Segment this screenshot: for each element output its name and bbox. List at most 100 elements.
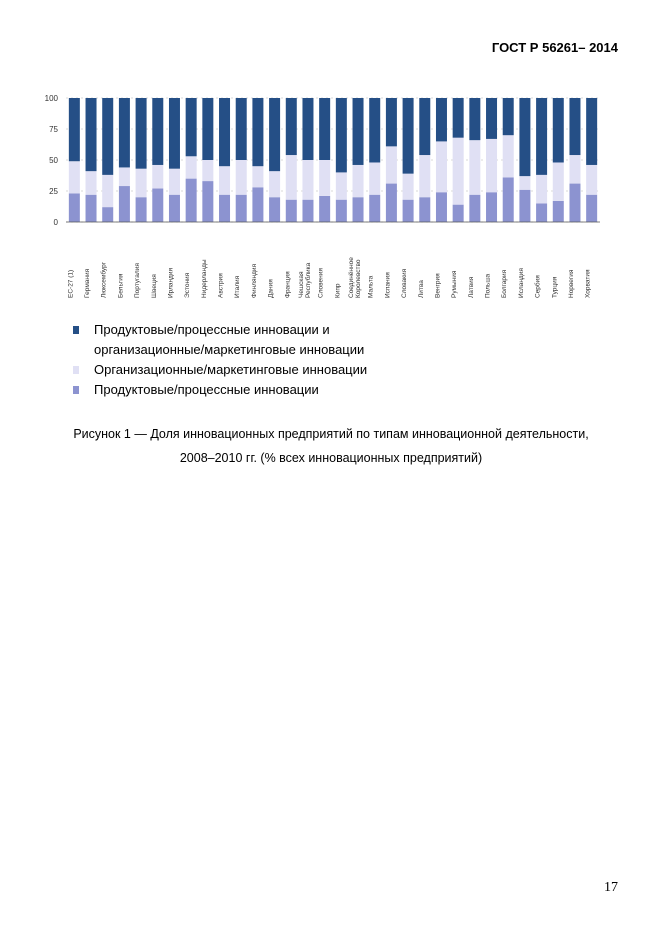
bar-segment	[502, 98, 514, 136]
bar-segment	[202, 181, 214, 222]
y-tick-label: 100	[45, 94, 59, 103]
bar-segment	[68, 193, 80, 222]
chart-legend: Продуктовые/процессные инновации и орган…	[70, 320, 424, 400]
bar-segment	[185, 178, 197, 222]
x-tick-label: Испания	[384, 272, 391, 298]
bar-segment	[135, 98, 147, 169]
bar-segment	[102, 207, 114, 222]
bar-segment	[252, 98, 264, 167]
bar-segment	[285, 155, 297, 200]
bar-segment	[569, 98, 581, 156]
bar-segment	[302, 98, 314, 160]
bar-segment	[536, 203, 548, 222]
bar-segment	[219, 98, 231, 167]
x-tick-label: Чешская	[298, 271, 305, 298]
bar-segment	[302, 160, 314, 200]
bar-segment	[435, 141, 447, 193]
bar-segment	[502, 177, 514, 222]
bar-segment	[152, 188, 164, 222]
x-tick-label: Словакия	[401, 268, 408, 298]
bar-segment	[202, 160, 214, 182]
bar-segment	[252, 166, 264, 188]
bar-segment	[369, 194, 381, 222]
x-tick-label: Ирландия	[167, 268, 174, 298]
x-tick-label: Венгрия	[434, 273, 441, 298]
bar-segment	[252, 187, 264, 222]
bar-segment	[185, 98, 197, 157]
bar-segment	[118, 98, 130, 168]
bar-segment	[402, 98, 414, 174]
bar-segment	[435, 98, 447, 142]
x-tick-label: Италия	[234, 275, 241, 298]
x-tick-label: Исландия	[518, 268, 525, 298]
bar-segment	[486, 192, 498, 222]
y-tick-label: 25	[49, 187, 58, 196]
y-tick-label: 75	[49, 125, 58, 134]
x-tick-label: Королевство	[355, 259, 362, 298]
bar-segment	[85, 171, 97, 195]
standard-header: ГОСТ Р 56261– 2014	[491, 40, 618, 55]
bar-segment	[202, 98, 214, 160]
bar-segment	[586, 98, 598, 165]
bar-segment	[552, 98, 564, 163]
bar-segment	[168, 194, 180, 222]
bar-segment	[168, 168, 180, 195]
caption-line: 2008–2010 гг. (% всех инновационных пред…	[179, 451, 483, 465]
x-tick-label: Хорватия	[585, 269, 592, 298]
x-tick-label: Словения	[318, 268, 325, 298]
bar-segment	[285, 199, 297, 222]
bar-segment	[68, 98, 80, 162]
bar-segment	[352, 197, 364, 222]
y-tick-label: 0	[54, 218, 59, 227]
bar-segment	[168, 98, 180, 169]
bar-segment	[452, 204, 464, 222]
bar-segment	[402, 173, 414, 200]
x-tick-label: Норвегия	[568, 269, 575, 298]
bar-segment	[452, 98, 464, 138]
bar-segment	[135, 168, 147, 198]
bar-segment	[185, 156, 197, 179]
bar-segment	[269, 197, 281, 222]
bar-segment	[419, 98, 431, 156]
x-tick-label: Кипр	[334, 283, 341, 298]
caption-line: Рисунок 1 — Доля инновационных предприят…	[73, 427, 589, 441]
legend-item-org: Организационные/маркетинговые инновации	[70, 360, 424, 380]
legend-item-product: Продуктовые/процессные инновации	[70, 380, 424, 400]
bar-segment	[519, 98, 531, 177]
bar-segment	[435, 192, 447, 222]
x-tick-label: Соединённое	[348, 257, 355, 298]
bar-segment	[68, 161, 80, 194]
bar-segment	[302, 199, 314, 222]
bar-segment	[269, 171, 281, 198]
bar-segment	[352, 98, 364, 165]
bar-segment	[469, 98, 481, 141]
figure-caption: Рисунок 1 — Доля инновационных предприят…	[30, 422, 632, 470]
bar-segment	[486, 98, 498, 139]
bar-segment	[152, 164, 164, 189]
page-number: 17	[604, 880, 618, 895]
legend-swatch	[73, 386, 79, 394]
bar-segment	[385, 98, 397, 147]
bar-segment	[335, 172, 347, 200]
stacked-bar-chart: 0 25 50 75 100 ЕС-27 (1) Германия Люксембург Бел…	[45, 94, 600, 298]
x-tick-label: Болгария	[501, 269, 508, 298]
bar-segment	[486, 138, 498, 193]
bar-segment	[135, 197, 147, 222]
bar-segment	[519, 189, 531, 222]
y-tick-label: 50	[49, 156, 58, 165]
bar-segment	[235, 160, 247, 195]
bar-segment	[586, 194, 598, 222]
bar-segment	[369, 98, 381, 163]
bar-segment	[552, 162, 564, 201]
x-tick-label: Франция	[284, 271, 291, 298]
x-tick-label: Польша	[485, 273, 492, 298]
x-tick-label: Бельгия	[117, 273, 124, 298]
bar-segment	[319, 195, 331, 222]
bar-segment	[569, 183, 581, 222]
bar-segment	[536, 98, 548, 175]
x-tick-label: Сербия	[534, 275, 542, 298]
x-tick-label: Нидерланды	[201, 259, 208, 298]
bar-segment	[118, 186, 130, 222]
bar-segment	[219, 166, 231, 195]
